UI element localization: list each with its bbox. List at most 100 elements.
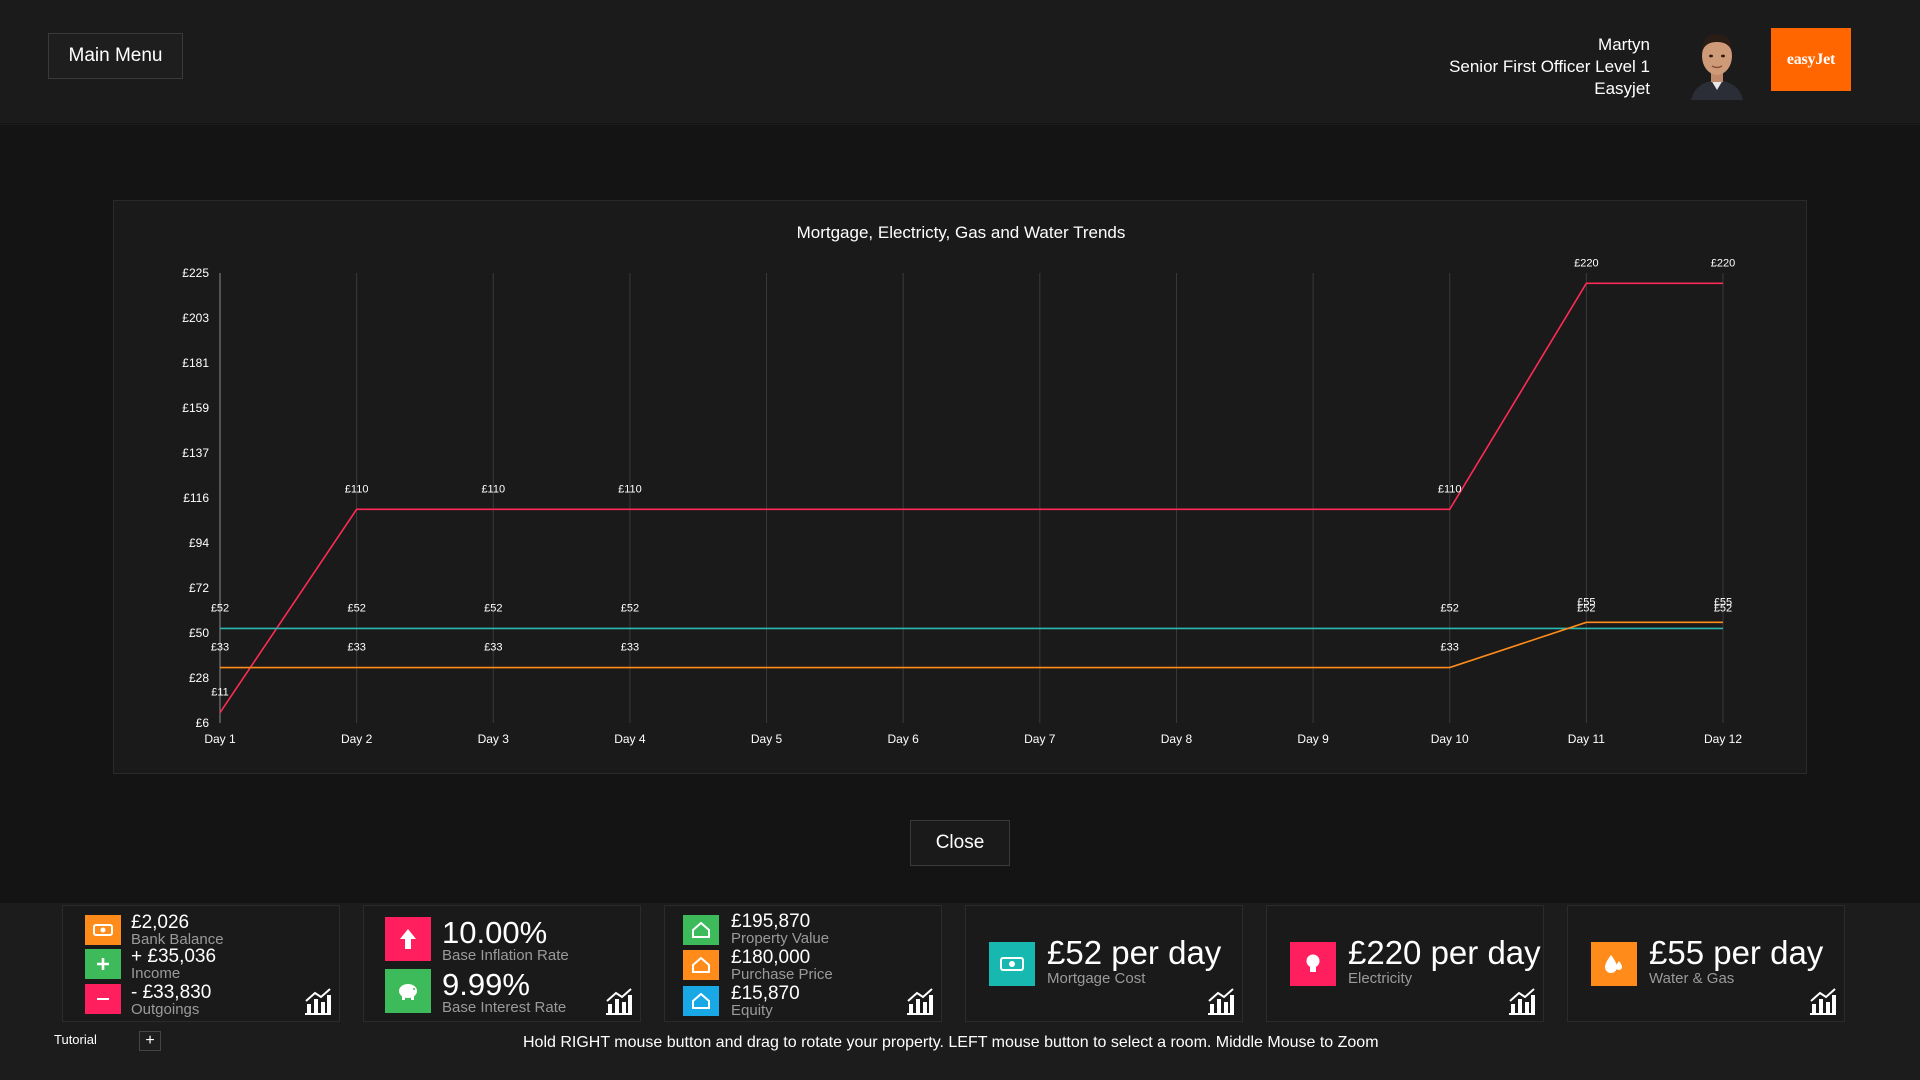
x-tick-label: Day 10 <box>1431 732 1469 746</box>
y-tick-label: £159 <box>182 401 209 415</box>
data-label: £110 <box>1438 483 1462 495</box>
data-label: £110 <box>481 483 505 495</box>
y-tick-label: £72 <box>189 581 209 595</box>
arrow-up-icon <box>385 917 431 961</box>
water-gas-cost-value: £55 per day <box>1649 934 1824 971</box>
inflation-rate-value: 10.00% <box>442 915 548 950</box>
mortgage-cost-value: £52 per day <box>1047 934 1222 971</box>
y-tick-label: £203 <box>182 311 209 325</box>
series-line <box>220 621 1723 669</box>
data-label: £52 <box>1441 602 1459 614</box>
data-label: £52 <box>621 602 639 614</box>
interest-rate-value: 9.99% <box>442 967 530 1002</box>
equity-label: Equity <box>731 1002 773 1019</box>
main-menu-button[interactable]: Main Menu <box>48 33 183 79</box>
electricity-cost-value: £220 per day <box>1348 934 1541 971</box>
y-tick-label: £116 <box>183 491 209 505</box>
house-icon <box>683 950 719 980</box>
x-tick-label: Day 7 <box>1024 732 1056 746</box>
income-value: + £35,036 <box>131 946 217 967</box>
purchase-price-label: Purchase Price <box>731 966 833 983</box>
x-tick-label: Day 3 <box>478 732 510 746</box>
y-tick-label: £50 <box>189 626 209 640</box>
x-tick-label: Day 1 <box>204 732 236 746</box>
controls-hint: Hold RIGHT mouse button and drag to rota… <box>523 1034 1379 1051</box>
mortgage-card[interactable]: £52 per day Mortgage Cost <box>965 905 1243 1022</box>
x-tick-label: Day 12 <box>1704 732 1742 746</box>
x-tick-label: Day 11 <box>1568 732 1605 746</box>
data-label: £110 <box>618 483 642 495</box>
water-gas-card[interactable]: £55 per day Water & Gas <box>1567 905 1845 1022</box>
y-tick-label: £6 <box>196 716 210 730</box>
data-label: £11 <box>211 687 229 699</box>
chart-panel: Mortgage, Electricty, Gas and Water Tren… <box>113 200 1807 774</box>
tutorial-label[interactable]: Tutorial <box>54 1032 97 1047</box>
x-tick-label: Day 9 <box>1297 732 1329 746</box>
inflation-rate-label: Base Inflation Rate <box>442 947 569 964</box>
income-label: Income <box>131 965 181 982</box>
y-tick-label: £94 <box>189 536 209 550</box>
bank-balance-label: Bank Balance <box>131 931 224 948</box>
x-tick-label: Day 5 <box>751 732 783 746</box>
y-tick-label: £28 <box>189 671 209 685</box>
close-button[interactable]: Close <box>910 820 1010 866</box>
avatar <box>1685 24 1749 100</box>
water-gas-cost-label: Water & Gas <box>1649 970 1735 987</box>
data-label: £52 <box>347 602 365 614</box>
x-tick-label: Day 8 <box>1161 732 1193 746</box>
property-value: £195,870 <box>731 911 811 932</box>
house-icon <box>683 915 719 945</box>
data-label: £33 <box>484 642 502 654</box>
cash-icon <box>989 942 1035 986</box>
interest-rate-label: Base Interest Rate <box>442 999 567 1016</box>
bar-chart-trend-icon[interactable] <box>604 987 634 1015</box>
finance-card[interactable]: £2,026 Bank Balance + £35,036 Income - £… <box>62 905 340 1022</box>
bar-chart-trend-icon[interactable] <box>303 987 333 1015</box>
data-label: £55 <box>1577 596 1595 608</box>
lightbulb-icon <box>1290 942 1336 986</box>
water-drop-icon <box>1591 942 1637 986</box>
x-tick-label: Day 4 <box>614 732 646 746</box>
trend-chart: Mortgage, Electricty, Gas and Water Tren… <box>182 223 1742 746</box>
property-card[interactable]: £195,870 Property Value £180,000 Purchas… <box>664 905 942 1022</box>
bar-chart-trend-icon[interactable] <box>1507 987 1537 1015</box>
house-icon <box>683 986 719 1016</box>
outgoings-value: - £33,830 <box>131 982 212 1003</box>
y-tick-label: £225 <box>182 266 209 280</box>
money-icon <box>85 915 121 945</box>
bar-chart-trend-icon[interactable] <box>1206 987 1236 1015</box>
electricity-cost-label: Electricity <box>1348 970 1413 987</box>
data-label: £33 <box>621 642 639 654</box>
data-label: £220 <box>1711 257 1735 269</box>
rates-card[interactable]: 10.00% Base Inflation Rate 9.99% Base In… <box>363 905 641 1022</box>
user-name: Martyn <box>1598 35 1650 54</box>
equity-value: £15,870 <box>731 983 800 1004</box>
data-label: £33 <box>211 642 229 654</box>
data-label: £52 <box>1577 602 1595 614</box>
purchase-price-value: £180,000 <box>731 947 811 968</box>
x-tick-label: Day 2 <box>341 732 373 746</box>
data-label: £52 <box>484 602 502 614</box>
data-label: £52 <box>1714 602 1732 614</box>
add-tutorial-button[interactable]: + <box>139 1031 161 1051</box>
data-label: £220 <box>1574 257 1598 269</box>
data-label: £55 <box>1714 596 1732 608</box>
chart-title: Mortgage, Electricty, Gas and Water Tren… <box>797 223 1126 242</box>
bank-balance-value: £2,026 <box>131 912 190 933</box>
series-line <box>219 282 1723 714</box>
piggy-bank-icon <box>385 969 431 1013</box>
top-bar: Main Menu Martyn Senior First Officer Le… <box>0 0 1920 124</box>
data-label: £33 <box>1441 642 1459 654</box>
property-value-label: Property Value <box>731 930 830 947</box>
airline-logo: easyJet <box>1771 28 1851 91</box>
outgoings-label: Outgoings <box>131 1001 200 1018</box>
user-role: Senior First Officer Level 1 <box>1449 57 1650 76</box>
y-tick-label: £137 <box>182 446 209 460</box>
bar-chart-trend-icon[interactable] <box>905 987 935 1015</box>
data-label: £110 <box>345 483 369 495</box>
y-tick-label: £181 <box>182 356 209 370</box>
bar-chart-trend-icon[interactable] <box>1808 987 1838 1015</box>
plus-icon <box>85 949 121 979</box>
electricity-card[interactable]: £220 per day Electricity <box>1266 905 1544 1022</box>
user-info: Martyn Senior First Officer Level 1 Easy… <box>1449 34 1650 100</box>
